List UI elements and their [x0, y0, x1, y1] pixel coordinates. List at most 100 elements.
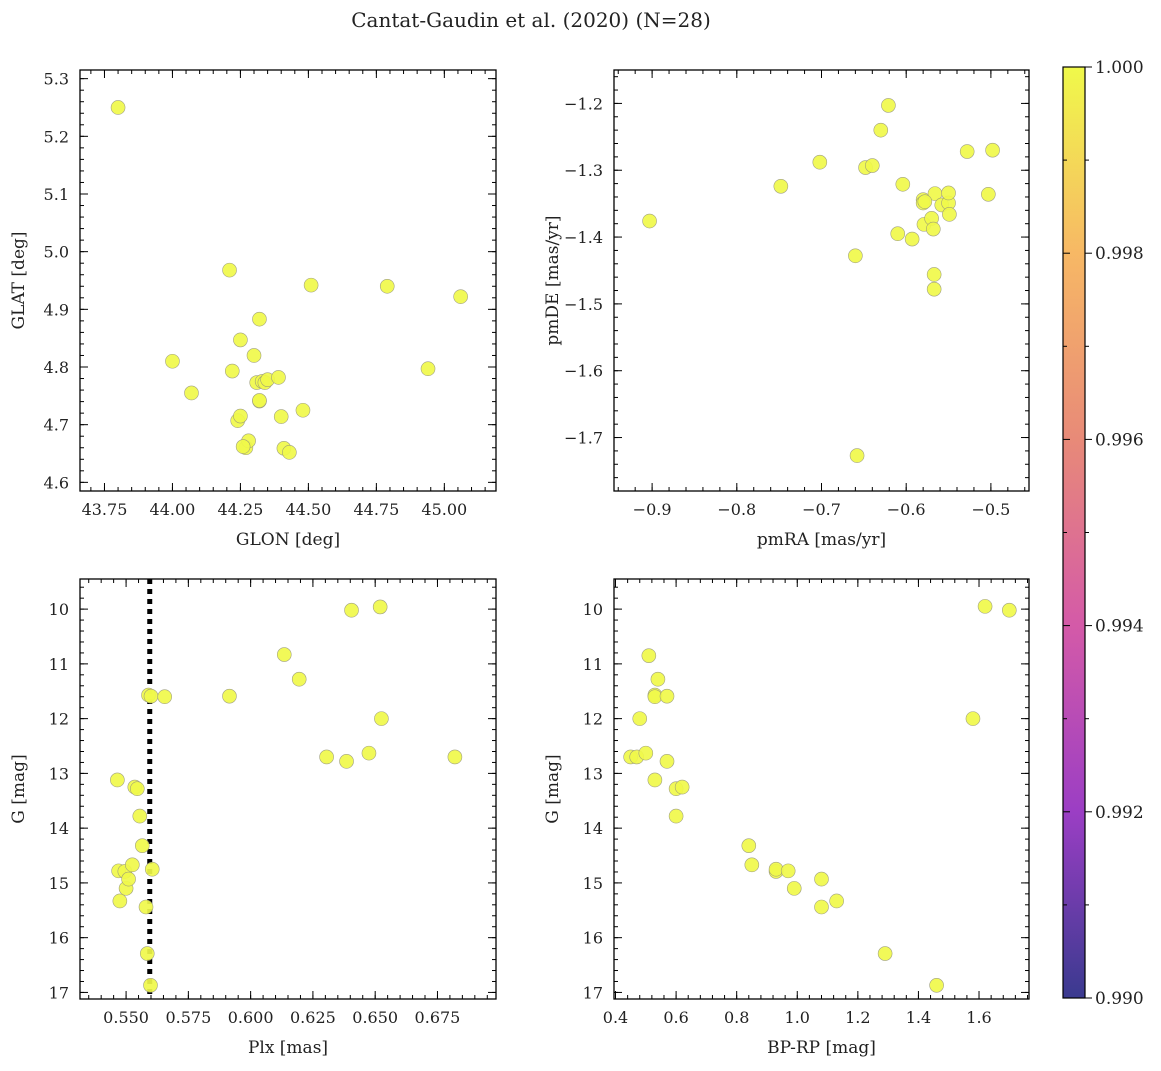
y-tick-label: 5.1: [44, 185, 69, 204]
scatter-point: [372, 599, 388, 615]
scatter-point: [110, 772, 125, 788]
y-tick-label: 4.6: [44, 473, 69, 492]
y-tick-label: 10: [49, 600, 69, 619]
y-tick-label: −1.6: [564, 362, 603, 381]
x-tick-label: 44.25: [218, 500, 264, 519]
scatter-point: [271, 370, 286, 385]
scatter-point: [942, 207, 957, 222]
scatter-point: [319, 749, 334, 765]
scatter-point: [881, 98, 896, 113]
scatter-point: [668, 808, 684, 824]
y-tick-label: −1.3: [564, 161, 603, 180]
scatter-point: [138, 899, 154, 915]
y-tick-label: 4.7: [44, 416, 69, 435]
scatter-point: [674, 779, 690, 795]
scatter-point: [890, 226, 906, 242]
y-tick-label: 13: [49, 764, 69, 783]
scatter-point: [632, 711, 648, 726]
scatter-point: [295, 402, 311, 418]
y-tick-label: 4.9: [44, 300, 69, 319]
x-tick-label: 0.575: [165, 1008, 211, 1027]
scatter-point: [344, 602, 359, 618]
scatter-point: [447, 749, 463, 765]
scatter-point: [744, 857, 760, 873]
panel-glon-glat: 43.75 44.00 44.25 44.50 44.75 45.00 4.6 4.7 4.8 4…: [9, 69, 497, 550]
y-tick-label: 16: [583, 929, 603, 948]
scatter-point: [121, 871, 136, 887]
x-tick-label: 0.625: [290, 1008, 336, 1027]
plot-frame: [79, 69, 497, 492]
x-tick-label: 1.2: [845, 1008, 870, 1027]
scatter-point: [139, 946, 155, 961]
scatter-point: [848, 248, 863, 264]
x-axis-label: Plx [mas]: [248, 1038, 328, 1058]
y-tick-label: 12: [49, 710, 69, 729]
x-tick-label: 0.550: [103, 1008, 149, 1027]
x-tick-label: 0.8: [724, 1008, 749, 1027]
scatter-point: [865, 158, 880, 173]
scatter-point: [222, 262, 237, 278]
colorbar-tick-label: 0.990: [1095, 989, 1144, 1009]
y-tick-label: 17: [583, 983, 603, 1002]
x-tick-label: −0.8: [717, 500, 756, 519]
scatter-point: [814, 899, 829, 915]
plot-frame: [613, 69, 1030, 492]
y-tick-label: −1.4: [564, 228, 603, 247]
colorbar-tick-label: 0.996: [1095, 430, 1144, 450]
scatter-point: [184, 385, 199, 401]
scatter-point: [222, 688, 237, 704]
scatter-point: [985, 142, 1000, 158]
scatter-point: [379, 278, 395, 294]
colorbar-tick-label: 0.994: [1095, 617, 1144, 637]
scatter-point: [273, 409, 289, 424]
x-tick-label: −0.6: [887, 500, 926, 519]
scatter-point: [965, 711, 981, 726]
y-tick-label: 16: [49, 929, 69, 948]
scatter-point: [641, 648, 657, 663]
y-axis-label: GLAT [deg]: [9, 231, 29, 329]
y-tick-label: 14: [49, 819, 69, 838]
scatter-point: [143, 978, 158, 993]
y-axis-label: G [mag]: [543, 754, 563, 823]
scatter-point: [814, 871, 829, 887]
x-tick-label: −0.9: [633, 500, 672, 519]
y-tick-label: 17: [49, 983, 69, 1002]
scatter-point: [659, 688, 675, 704]
scatter-point: [252, 311, 267, 327]
x-tick-label: 0.600: [228, 1008, 274, 1027]
scatter-point: [873, 122, 889, 138]
scatter-point: [339, 754, 354, 769]
y-tick-label: −1.5: [564, 295, 603, 314]
y-tick-label: 5.2: [44, 127, 69, 146]
scatter-point: [282, 445, 297, 460]
scatter-point: [829, 893, 844, 909]
scatter-point: [647, 772, 663, 788]
scatter-point: [812, 154, 828, 170]
x-axis-label: BP-RP [mag]: [767, 1038, 876, 1058]
scatter-point: [895, 176, 911, 192]
x-tick-label: 45.00: [421, 500, 467, 519]
scatter-point: [659, 754, 675, 769]
x-tick-label: 0.6: [663, 1008, 688, 1027]
scatter-point: [132, 808, 148, 824]
x-tick-label: 0.4: [603, 1008, 628, 1027]
colorbar-tick-label: 0.998: [1095, 244, 1144, 264]
x-tick-label: 0.650: [352, 1008, 398, 1027]
scatter-point: [925, 221, 941, 237]
scatter-point: [246, 348, 262, 363]
scatter-point: [1002, 602, 1017, 618]
scatter-point: [877, 946, 893, 961]
x-tick-label: 44.75: [353, 500, 399, 519]
y-axis-label: pmDE [mas/yr]: [543, 215, 563, 345]
y-tick-label: 12: [583, 710, 603, 729]
y-tick-label: 15: [49, 874, 69, 893]
colorbar-tick-label: 0.992: [1095, 803, 1144, 823]
scatter-point: [926, 267, 942, 282]
x-tick-label: 44.50: [285, 500, 331, 519]
y-tick-label: 5.0: [44, 243, 69, 262]
y-tick-label: 5.3: [44, 70, 69, 89]
y-tick-label: 15: [583, 874, 603, 893]
colorbar: 0.990 0.992 0.994 0.996 0.998 1.000: [1062, 58, 1144, 1009]
scatter-point: [303, 277, 319, 293]
scatter-point: [959, 144, 975, 159]
